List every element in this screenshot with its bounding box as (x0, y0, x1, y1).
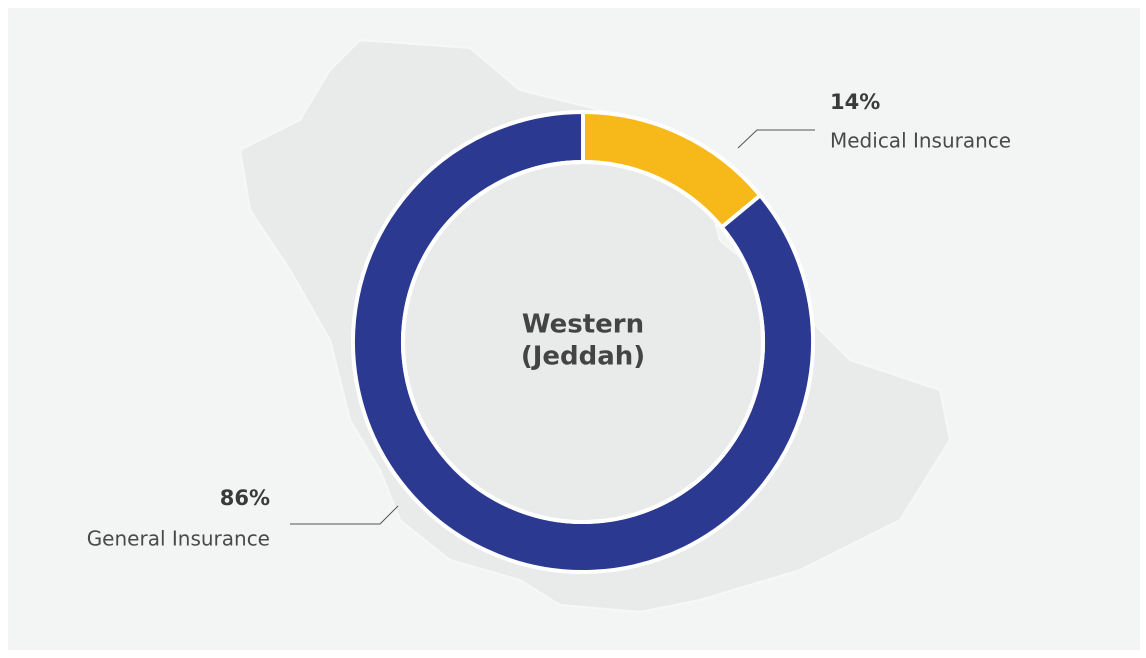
center-label: (Jeddah) (521, 342, 645, 372)
leader-line (290, 505, 399, 525)
category-label: General Insurance (87, 527, 270, 551)
value-label: 86% (220, 486, 270, 510)
center-label: Western (522, 310, 644, 340)
category-label: Medical Insurance (830, 129, 1011, 153)
inner-border (401, 160, 765, 524)
value-label: 14% (830, 90, 880, 114)
leader-line (737, 129, 815, 149)
